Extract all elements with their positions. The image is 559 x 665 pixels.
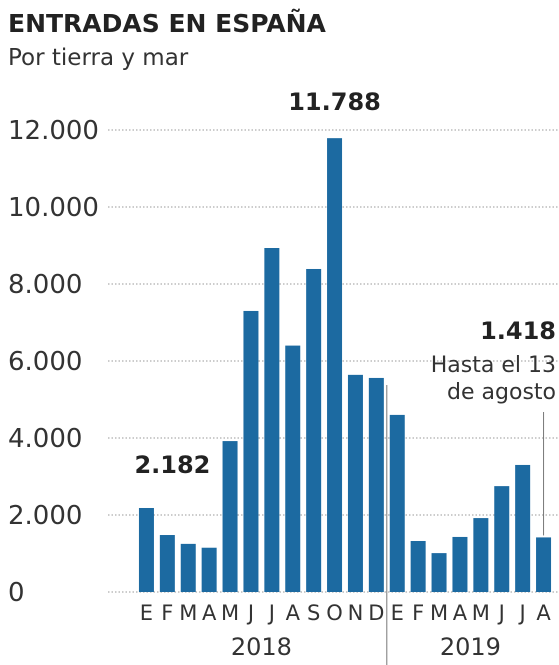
bar bbox=[327, 138, 342, 592]
x-tick-label: J bbox=[497, 601, 505, 625]
y-tick-label: 12.000 bbox=[8, 116, 99, 146]
chart: ENTRADAS EN ESPAÑA Por tierra y mar 0 2.0… bbox=[0, 0, 559, 665]
x-tick-label: M bbox=[430, 601, 448, 625]
x-tick-label: A bbox=[453, 601, 468, 625]
x-tick-label: A bbox=[202, 601, 217, 625]
x-tick-label: D bbox=[368, 601, 384, 625]
x-tick-label: S bbox=[307, 601, 320, 625]
value-label: 11.788 bbox=[288, 88, 381, 116]
x-tick-label: M bbox=[179, 601, 197, 625]
annotation: Hasta el 13 bbox=[431, 353, 556, 378]
chart-subtitle: Por tierra y mar bbox=[8, 45, 189, 71]
y-tick-label: 0 bbox=[8, 578, 25, 608]
y-tick-label: 10.000 bbox=[8, 193, 99, 223]
bar bbox=[160, 535, 175, 592]
bar bbox=[494, 486, 509, 592]
bar bbox=[348, 375, 363, 592]
y-tick-label: 8.000 bbox=[8, 270, 82, 300]
bar bbox=[369, 378, 384, 592]
year-label: 2019 bbox=[440, 633, 501, 661]
y-tick-label: 6.000 bbox=[8, 347, 82, 377]
bar bbox=[390, 415, 405, 592]
x-tick-label: F bbox=[412, 601, 424, 625]
x-tick-label: N bbox=[348, 601, 364, 625]
bar bbox=[139, 508, 154, 592]
x-tick-label: M bbox=[472, 601, 490, 625]
bar bbox=[202, 548, 217, 592]
x-tick-label: O bbox=[326, 601, 343, 625]
value-label: 2.182 bbox=[134, 451, 210, 479]
bar bbox=[223, 441, 238, 592]
x-tick-label: J bbox=[267, 601, 275, 625]
x-tick-label: J bbox=[246, 601, 254, 625]
bar bbox=[536, 537, 551, 592]
year-label: 2018 bbox=[231, 633, 292, 661]
bar bbox=[306, 269, 321, 592]
x-tick-label: M bbox=[221, 601, 239, 625]
x-tick-label: J bbox=[518, 601, 526, 625]
y-tick-label: 2.000 bbox=[8, 501, 82, 531]
x-tick-label: A bbox=[536, 601, 551, 625]
value-label: 1.418 bbox=[480, 317, 556, 345]
bar bbox=[452, 537, 467, 592]
bar bbox=[515, 465, 530, 592]
bar bbox=[432, 553, 447, 592]
bar bbox=[243, 311, 258, 592]
x-tick-label: E bbox=[391, 601, 404, 625]
bar bbox=[473, 518, 488, 592]
chart-title: ENTRADAS EN ESPAÑA bbox=[8, 9, 327, 38]
x-tick-label: F bbox=[161, 601, 173, 625]
x-tick-label: A bbox=[286, 601, 301, 625]
bar bbox=[285, 346, 300, 592]
y-tick-label: 4.000 bbox=[8, 424, 82, 454]
annotation: de agosto bbox=[447, 380, 556, 405]
bar bbox=[181, 544, 196, 592]
x-tick-label: E bbox=[140, 601, 153, 625]
bar bbox=[264, 248, 279, 592]
bar bbox=[411, 541, 426, 592]
